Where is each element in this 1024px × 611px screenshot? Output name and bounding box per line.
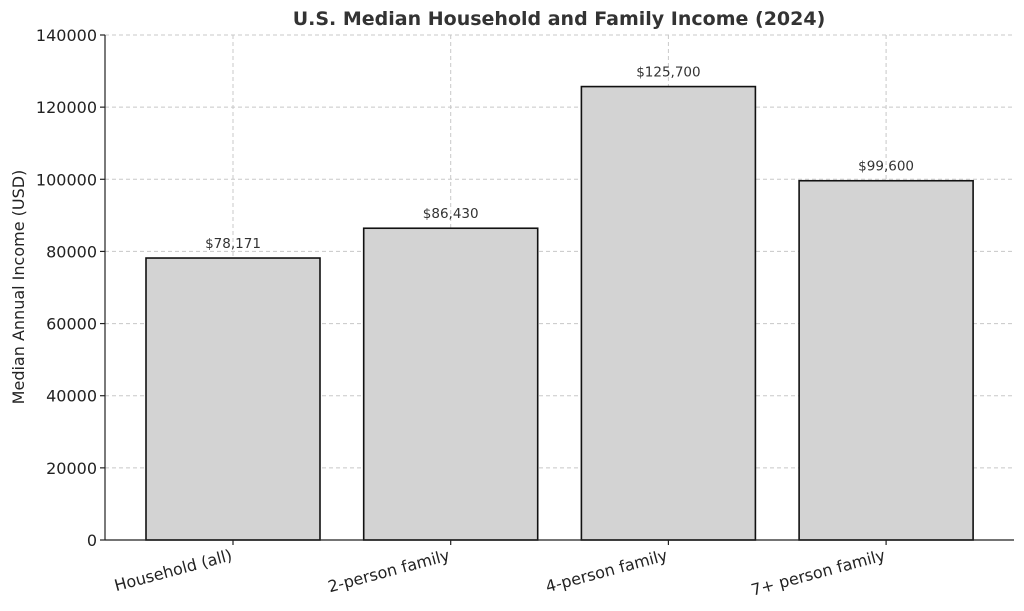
bar-value-label: $86,430: [423, 206, 479, 222]
bar-3: [798, 179, 974, 541]
bar-2: [580, 85, 757, 541]
bars: [145, 85, 974, 541]
x-tick-label: 2-person family: [326, 546, 452, 597]
chart-title: U.S. Median Household and Family Income …: [293, 8, 826, 30]
y-tick-label: 140000: [36, 26, 97, 45]
y-axis-label: Median Annual Income (USD): [9, 170, 28, 405]
y-tick-label: 120000: [36, 98, 97, 117]
bar-0: [145, 257, 321, 541]
x-tick-label: 4-person family: [544, 546, 670, 597]
bar-value-label: $125,700: [636, 65, 700, 81]
y-tick-label: 20000: [46, 459, 97, 478]
x-tick-label: 7+ person family: [749, 546, 887, 600]
bar-value-label: $99,600: [858, 159, 914, 175]
y-tick-label: 0: [87, 531, 97, 550]
y-tick-label: 100000: [36, 170, 97, 189]
y-tick-label: 40000: [46, 387, 97, 406]
bar-value-label: $78,171: [205, 236, 261, 252]
x-tick-labels: Household (all) 2-person family 4-person f…: [112, 540, 887, 600]
bar-1: [362, 227, 539, 541]
y-tick-label: 60000: [46, 315, 97, 334]
axes: [104, 35, 1014, 541]
y-tick-labels: 0 20000 40000 60000 80000 100000 120000 140000: [36, 26, 105, 550]
y-tick-label: 80000: [46, 242, 97, 261]
bar-value-labels: $78,171 $86,430 $125,700 $99,600: [205, 65, 914, 252]
x-tick-label: Household (all): [112, 546, 234, 596]
